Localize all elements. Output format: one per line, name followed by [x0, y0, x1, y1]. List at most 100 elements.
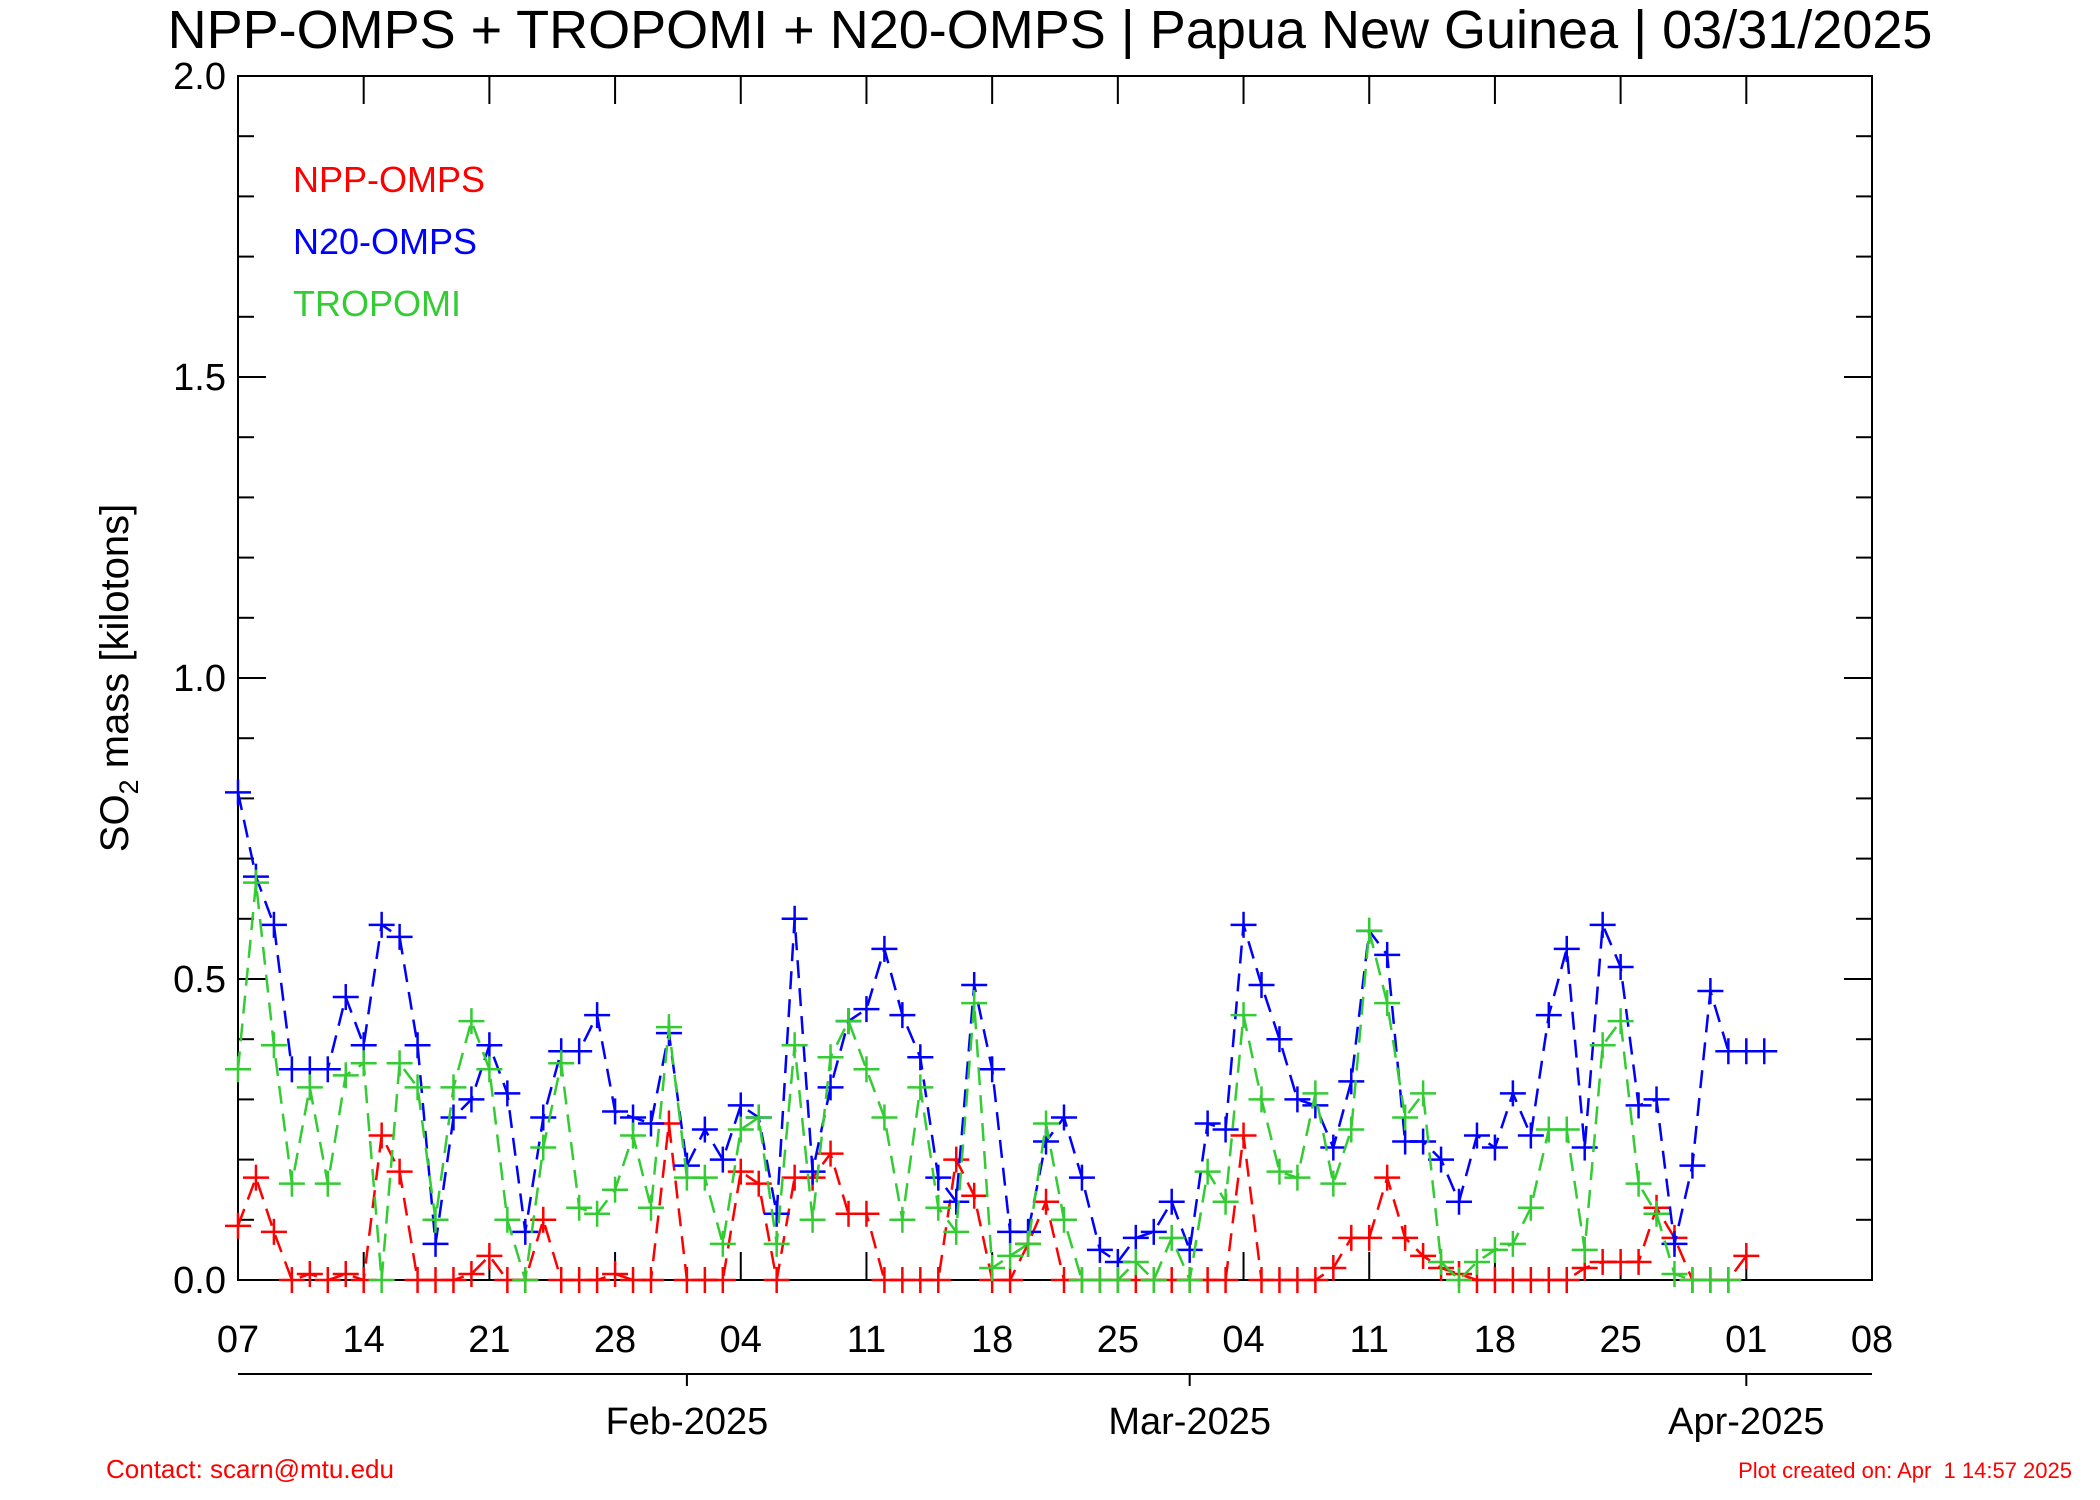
data-point-tropomi	[494, 1206, 521, 1233]
data-point-n20-omps	[709, 1146, 736, 1173]
data-point-n20-omps	[602, 1098, 629, 1125]
data-point-n20-omps	[368, 911, 395, 938]
data-point-tropomi	[1194, 1158, 1221, 1185]
y-axis-label: SO2 mass [kilotons]	[93, 504, 144, 852]
data-point-n20-omps	[1589, 911, 1616, 938]
data-point-n20-omps	[1158, 1188, 1185, 1215]
data-point-tropomi	[1212, 1188, 1239, 1215]
data-point-n20-omps	[1212, 1116, 1239, 1143]
data-point-npp-omps	[602, 1260, 629, 1287]
data-point-n20-omps	[1320, 1134, 1347, 1161]
data-point-npp-omps	[943, 1146, 970, 1173]
legend-n20-omps: N20-OMPS	[293, 221, 477, 262]
data-point-n20-omps	[943, 1188, 970, 1215]
data-point-tropomi	[225, 1056, 251, 1083]
data-point-n20-omps	[1230, 911, 1257, 938]
data-point-tropomi	[961, 990, 988, 1017]
data-point-tropomi	[817, 1044, 844, 1071]
data-point-n20-omps	[1374, 941, 1401, 968]
data-point-n20-omps	[1607, 953, 1634, 980]
x-tick-label: 18	[1474, 1319, 1516, 1361]
data-point-tropomi	[278, 1170, 305, 1197]
created-text: Plot created on: Apr 1 14:57 2025	[1738, 1458, 2072, 1483]
data-point-npp-omps	[1320, 1254, 1347, 1281]
x-tick-label: 01	[1725, 1319, 1767, 1361]
data-point-npp-omps	[1230, 1122, 1257, 1149]
data-point-tropomi	[584, 1200, 611, 1227]
legend: NPP-OMPS N20-OMPS TROPOMI	[293, 159, 485, 324]
data-point-npp-omps	[925, 1267, 952, 1293]
data-point-tropomi	[386, 1050, 413, 1077]
data-point-n20-omps	[925, 1164, 952, 1191]
data-point-tropomi	[458, 1008, 485, 1035]
x-tick-label: 04	[1222, 1319, 1264, 1361]
data-point-tropomi	[1140, 1267, 1167, 1293]
data-point-n20-omps	[566, 1038, 593, 1065]
data-point-tropomi	[1320, 1170, 1347, 1197]
data-point-npp-omps	[386, 1158, 413, 1185]
data-point-tropomi	[979, 1254, 1006, 1281]
series-tropomi	[225, 869, 1742, 1293]
data-point-npp-omps	[1733, 1242, 1760, 1269]
x-tick-label: 25	[1599, 1319, 1641, 1361]
data-point-n20-omps	[1338, 1068, 1365, 1095]
data-point-n20-omps	[1463, 1122, 1490, 1149]
month-axis-labels: Feb-2025 Mar-2025 Apr-2025	[606, 1401, 1825, 1443]
data-point-n20-omps	[871, 935, 898, 962]
data-point-npp-omps	[584, 1267, 611, 1293]
data-point-n20-omps	[1176, 1236, 1203, 1263]
data-point-tropomi	[1248, 1086, 1275, 1113]
data-point-tropomi	[422, 1206, 449, 1233]
data-point-tropomi	[1428, 1248, 1455, 1275]
data-point-n20-omps	[584, 1002, 611, 1029]
data-point-n20-omps	[1140, 1218, 1167, 1245]
data-point-n20-omps	[763, 1200, 790, 1227]
data-point-tropomi	[1230, 1002, 1257, 1029]
data-point-n20-omps	[853, 996, 880, 1023]
data-point-npp-omps	[278, 1267, 305, 1293]
data-point-tropomi	[404, 1074, 431, 1101]
data-point-n20-omps	[512, 1218, 539, 1245]
data-point-tropomi	[602, 1176, 629, 1203]
x-tick-label: 25	[1097, 1319, 1139, 1361]
data-point-npp-omps	[997, 1267, 1024, 1293]
data-point-tropomi	[1571, 1236, 1598, 1263]
data-point-tropomi	[1715, 1267, 1742, 1293]
data-point-npp-omps	[1625, 1248, 1652, 1275]
x-tick-label: 07	[217, 1319, 259, 1361]
series-line-tropomi	[236, 882, 1729, 1285]
data-point-tropomi	[1050, 1206, 1077, 1233]
data-point-n20-omps	[781, 905, 808, 932]
data-point-n20-omps	[1625, 1092, 1652, 1119]
x-tick-label: 21	[468, 1319, 510, 1361]
data-point-n20-omps	[907, 1044, 934, 1071]
data-point-tropomi	[1266, 1158, 1293, 1185]
data-point-tropomi	[1463, 1248, 1490, 1275]
y-tick-label: 1.0	[173, 658, 226, 700]
data-point-tropomi	[296, 1074, 323, 1101]
data-point-n20-omps	[1266, 1026, 1293, 1053]
data-point-tropomi	[1446, 1267, 1473, 1293]
data-point-tropomi	[871, 1104, 898, 1131]
data-point-n20-omps	[1697, 978, 1724, 1005]
data-point-tropomi	[925, 1194, 952, 1221]
x-tick-label: 11	[1350, 1319, 1389, 1361]
data-point-tropomi	[637, 1194, 664, 1221]
legend-npp-omps: NPP-OMPS	[293, 159, 485, 200]
series-npp-omps	[225, 1110, 1760, 1293]
data-point-tropomi	[1104, 1267, 1131, 1293]
data-point-n20-omps	[1499, 1080, 1526, 1107]
data-point-n20-omps	[332, 984, 359, 1011]
month-axis	[238, 1373, 1872, 1386]
data-point-tropomi	[350, 1050, 377, 1077]
data-point-tropomi	[1499, 1230, 1526, 1257]
data-point-tropomi	[1033, 1110, 1060, 1137]
month-label: Apr-2025	[1668, 1401, 1824, 1443]
series-n20-omps	[225, 779, 1778, 1275]
data-point-npp-omps	[1374, 1164, 1401, 1191]
x-axis-labels: 07 14 21 28 04 11 18 25 04 11 18 25 01 08	[217, 1319, 1893, 1361]
data-point-n20-omps	[440, 1104, 467, 1131]
data-point-n20-omps	[1410, 1128, 1437, 1155]
x-tick-label: 08	[1851, 1319, 1893, 1361]
data-point-tropomi	[1517, 1194, 1544, 1221]
